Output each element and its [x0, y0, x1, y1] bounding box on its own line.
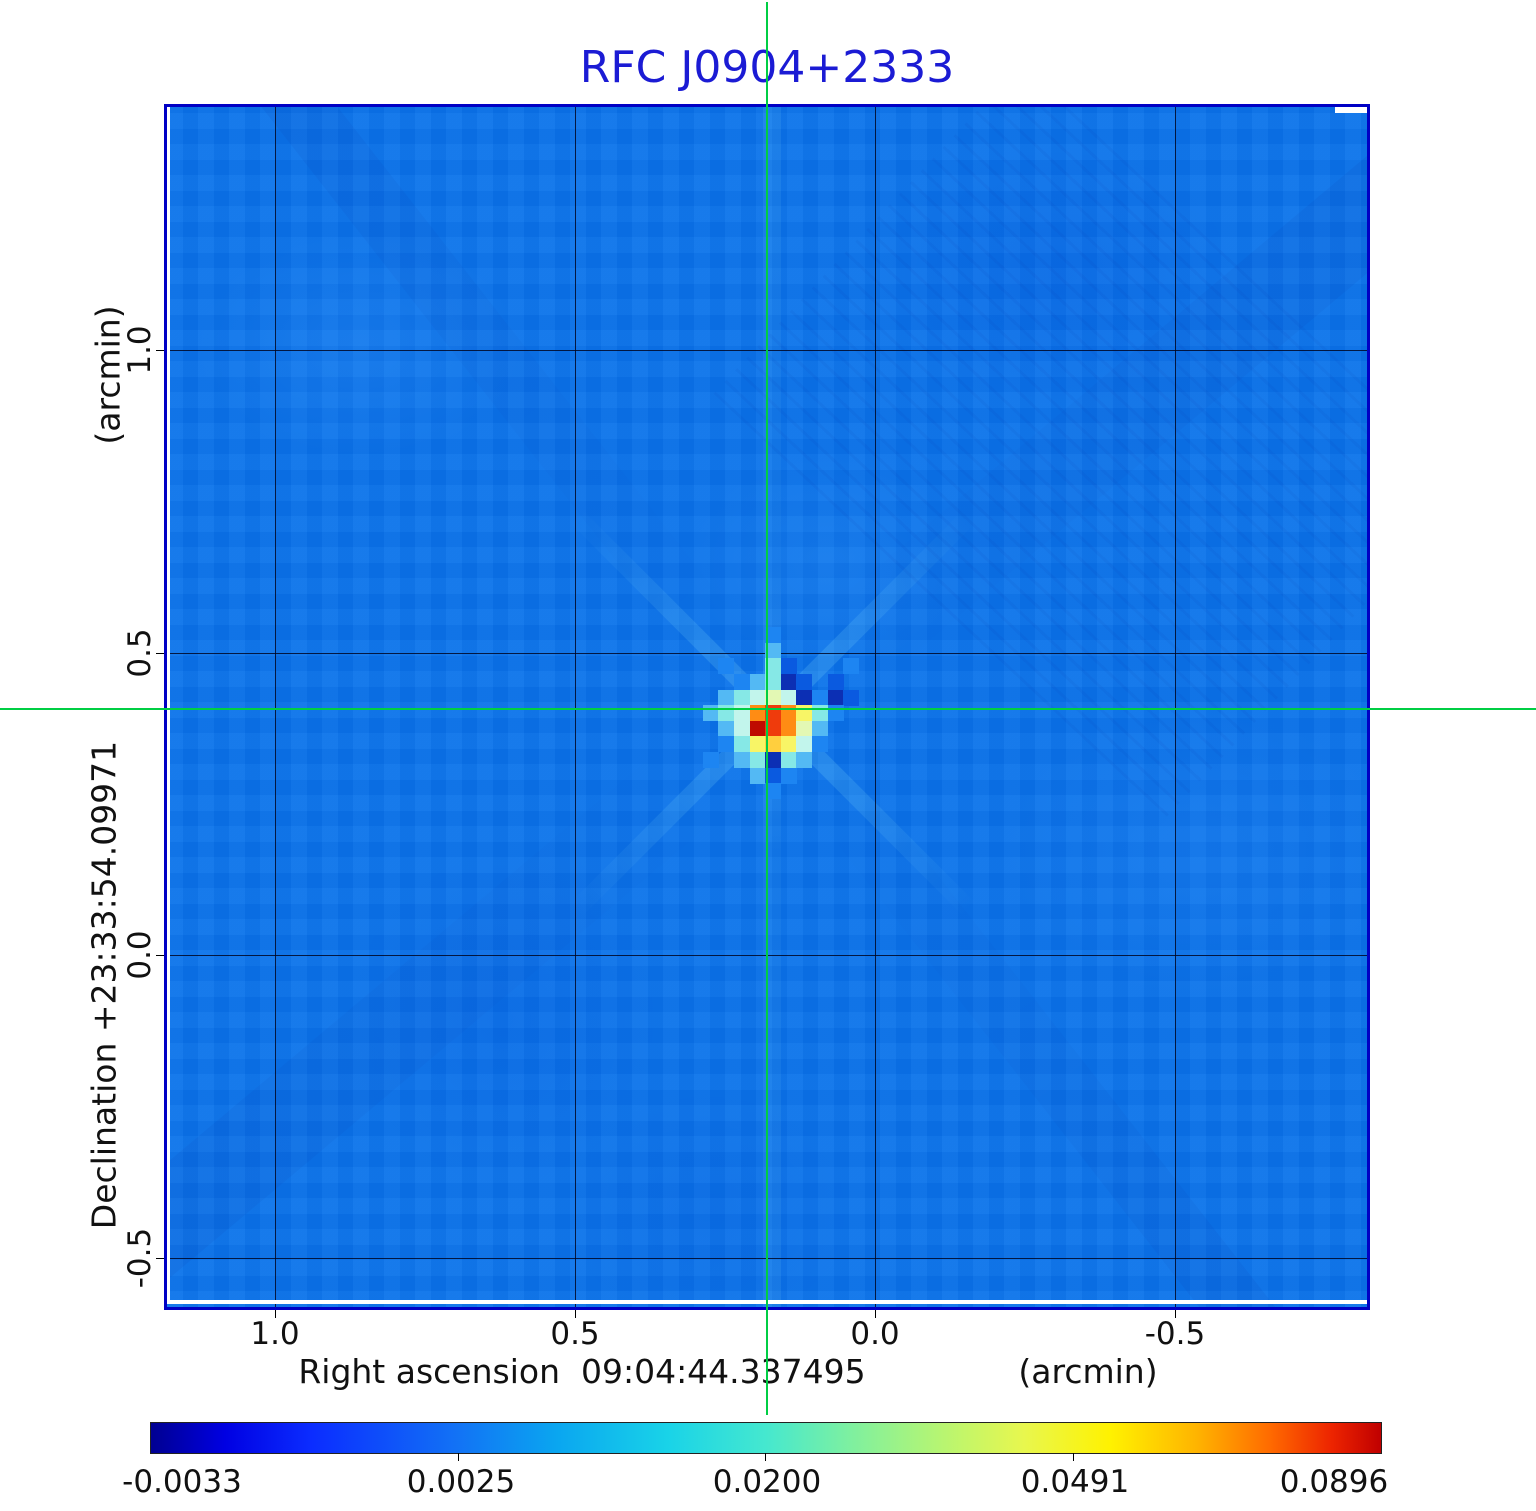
- source-pixel: [702, 751, 719, 769]
- source-pixel: [780, 736, 797, 753]
- edge-artifact-left: [167, 107, 170, 1300]
- colorbar-tick-label: 0.0200: [712, 1464, 822, 1500]
- x-axis-tick: [275, 1310, 276, 1318]
- source-pixel: [749, 767, 766, 784]
- source-pixel: [765, 673, 782, 691]
- source-pixel: [733, 689, 751, 706]
- x-tick-label: 0.5: [550, 1316, 600, 1352]
- gridline-vertical: [575, 107, 576, 1307]
- source-pixel: [811, 720, 829, 737]
- x-tick-label: -0.5: [1144, 1316, 1206, 1352]
- source-pixel: [749, 720, 766, 737]
- source-pixel: [780, 658, 797, 675]
- source-pixel: [718, 689, 735, 706]
- colorbar-tick-label: 0.0896: [1279, 1464, 1389, 1500]
- source-pixel-map: [672, 627, 875, 800]
- source-pixel: [749, 751, 766, 769]
- x-tick-label: 0.0: [850, 1316, 900, 1352]
- colorbar-tick: [458, 1453, 459, 1461]
- colorbar-tick: [1073, 1453, 1074, 1461]
- y-tick-label: 0.5: [122, 628, 158, 678]
- source-pixel: [733, 673, 751, 691]
- source-pixel: [733, 751, 751, 769]
- source-pixel: [765, 627, 782, 644]
- source-pixel: [780, 720, 797, 737]
- source-pixel: [765, 767, 782, 784]
- y-axis-tick: [156, 350, 164, 351]
- source-pixel: [749, 736, 766, 753]
- source-pixel: [765, 751, 782, 769]
- edge-artifact-top-right: [1335, 107, 1367, 113]
- source-pixel: [765, 720, 782, 737]
- colorbar: [150, 1422, 1382, 1454]
- colorbar-tick-label: -0.0033: [122, 1464, 242, 1500]
- source-pixel: [796, 736, 813, 753]
- x-axis-tick: [875, 1310, 876, 1318]
- y-axis-title: Declination +23:33:54.09971: [84, 740, 124, 1230]
- source-pixel: [843, 689, 860, 706]
- source-pixel: [749, 673, 766, 691]
- y-axis-tick: [156, 955, 164, 956]
- x-axis-tick: [1175, 1310, 1176, 1318]
- y-tick-label: -0.5: [122, 1227, 158, 1289]
- source-pixel: [765, 658, 782, 675]
- source-pixel: [765, 736, 782, 753]
- y-axis-tick: [156, 653, 164, 654]
- source-pixel: [796, 673, 813, 691]
- source-pixel: [827, 689, 844, 706]
- source-pixel: [718, 720, 735, 737]
- gridline-vertical: [275, 107, 276, 1307]
- source-pixel: [827, 673, 844, 691]
- source-pixel: [780, 751, 797, 769]
- x-axis-tick: [575, 1310, 576, 1318]
- source-pixel: [811, 736, 829, 753]
- source-pixel: [718, 658, 735, 675]
- source-pixel: [765, 642, 782, 659]
- colorbar-tick-label: 0.0491: [1020, 1464, 1130, 1500]
- source-pixel: [718, 736, 735, 753]
- source-pixel: [780, 689, 797, 706]
- source-pixel: [733, 720, 751, 737]
- source-pixel: [749, 689, 766, 706]
- gridline-vertical: [1175, 107, 1176, 1307]
- source-pixel: [796, 720, 813, 737]
- source-pixel: [811, 689, 829, 706]
- crosshair-horizontal-line: [0, 708, 1536, 710]
- x-tick-label: 1.0: [250, 1316, 300, 1352]
- colorbar-tick: [765, 1453, 766, 1461]
- source-pixel: [796, 751, 813, 769]
- source-pixel: [780, 767, 797, 784]
- source-pixel: [765, 783, 782, 800]
- x-axis-unit-label: (arcmin): [1018, 1352, 1158, 1391]
- source-pixel: [796, 689, 813, 706]
- gridline-vertical: [875, 107, 876, 1307]
- x-axis-title: Right ascension 09:04:44.337495: [298, 1352, 866, 1391]
- figure-title: RFC J0904+2333: [579, 42, 955, 93]
- source-pixel: [765, 689, 782, 706]
- colorbar-tick-label: 0.0025: [406, 1464, 516, 1500]
- y-tick-label: 0.0: [122, 930, 158, 980]
- y-tick-label: 1.0: [122, 325, 158, 375]
- source-pixel: [780, 673, 797, 691]
- source-pixel: [733, 736, 751, 753]
- source-pixel: [843, 658, 860, 675]
- y-axis-tick: [156, 1258, 164, 1259]
